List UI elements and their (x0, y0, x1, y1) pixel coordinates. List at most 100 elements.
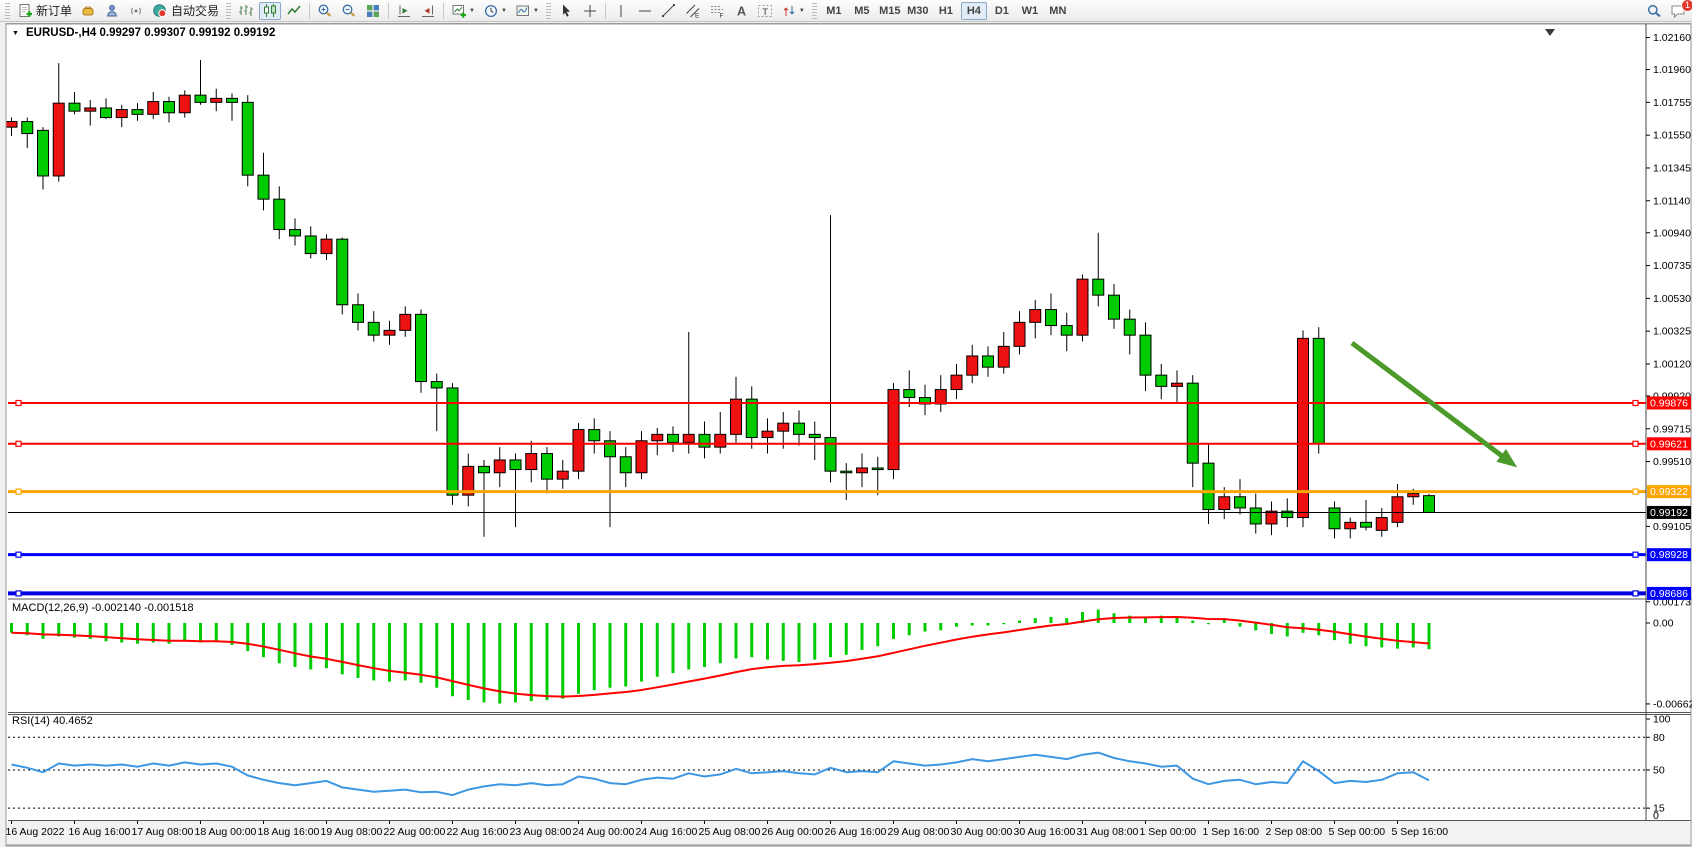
chart-title: EURUSD-,H4 0.99297 0.99307 0.99192 0.991… (26, 27, 275, 39)
linechart-icon (287, 5, 301, 14)
ohlc-bars-button[interactable] (235, 2, 257, 20)
rsi-axis[interactable]: 100 80 50 150 (1646, 714, 1671, 823)
tf-h1-button[interactable]: H1 (933, 2, 959, 20)
support-line-blue-2[interactable] (8, 590, 1646, 597)
svg-text:23 Aug 08:00: 23 Aug 08:00 (510, 826, 572, 838)
svg-text:0.99322: 0.99322 (1650, 486, 1688, 498)
svg-text:1.00940: 1.00940 (1653, 227, 1691, 239)
tf-m1-button[interactable]: M1 (821, 2, 847, 20)
macd-pane[interactable] (10, 609, 1431, 704)
expert-advisor-button[interactable] (101, 2, 123, 20)
svg-text:1.01960: 1.01960 (1653, 64, 1691, 76)
trend-arrow-annotation[interactable] (1350, 341, 1518, 468)
resistance-line-1[interactable] (8, 399, 1646, 407)
signal-button[interactable] (125, 2, 147, 20)
macd-label: MACD(12,26,9) -0.002140 -0.001518 (12, 602, 194, 614)
tf-m30-button[interactable]: M30 (905, 2, 931, 20)
tf-m15-button[interactable]: M15 (877, 2, 903, 20)
rsi-line (11, 751, 1430, 797)
date-axis[interactable]: 16 Aug 2022 16 Aug 16:00 17 Aug 08:00 18 Au… (6, 821, 1449, 838)
timeframe-label: M1 (826, 4, 842, 17)
timeframe-label: D1 (994, 4, 1009, 17)
timeframe-label: H4 (966, 4, 981, 17)
text-button[interactable]: A (730, 2, 752, 20)
chart-shift-marker[interactable] (1545, 29, 1555, 36)
svg-text:31 Aug 08:00: 31 Aug 08:00 (1077, 826, 1139, 838)
cursor-button[interactable] (555, 2, 577, 20)
fibonacci-button[interactable]: F (706, 2, 728, 20)
toolbar-grip[interactable] (226, 2, 232, 19)
bars-icon (239, 4, 253, 16)
horizontal-line-button[interactable] (634, 2, 656, 20)
toolbar-separator (388, 2, 390, 19)
tf-mn-button[interactable]: MN (1045, 2, 1071, 20)
svg-text:1.00325: 1.00325 (1653, 326, 1691, 338)
vertical-line-button[interactable] (610, 2, 632, 20)
button-label: 新订单 (36, 4, 73, 18)
support-line-orange[interactable] (8, 488, 1646, 495)
gold-tool-button[interactable] (77, 2, 99, 20)
svg-text:24 Aug 16:00: 24 Aug 16:00 (636, 826, 698, 838)
new-chart-button[interactable]: ▼ (448, 2, 478, 20)
toolbar-grip[interactable] (811, 2, 817, 19)
line-chart-button[interactable] (283, 2, 305, 20)
price-axis[interactable]: 1.02160 1.01960 1.01755 1.01550 1.01345 1.011… (1646, 32, 1691, 533)
zoom-in-button[interactable] (314, 2, 336, 20)
search-button[interactable] (1643, 2, 1665, 20)
text-label-button[interactable]: T (754, 2, 776, 20)
hline-objects[interactable] (8, 399, 1646, 597)
svg-text:EURUSD-,H4 0.99297 0.99307 0.9: EURUSD-,H4 0.99297 0.99307 0.99192 0.991… (26, 27, 275, 39)
toolbar-separator (604, 2, 606, 19)
template-button[interactable]: ▼ (512, 2, 542, 20)
svg-text:2 Sep 08:00: 2 Sep 08:00 (1266, 826, 1323, 838)
chat-button[interactable]: 1 (1667, 0, 1692, 20)
period-button[interactable]: ▼ (480, 2, 510, 20)
arrows-button[interactable]: ▼ (778, 2, 808, 20)
chevron-down-icon: ▼ (532, 7, 539, 14)
svg-text:0: 0 (1653, 810, 1659, 822)
texta-icon: A (737, 4, 746, 18)
auto-scroll-button[interactable] (393, 2, 415, 20)
toolbar-grip[interactable] (5, 2, 10, 19)
channel-button[interactable]: E (682, 2, 704, 20)
tf-m5-button[interactable]: M5 (849, 2, 875, 20)
svg-text:18 Aug 00:00: 18 Aug 00:00 (195, 826, 257, 838)
crosshair-button[interactable] (579, 2, 601, 20)
zoom-out-button[interactable] (338, 2, 360, 20)
svg-text:50: 50 (1653, 765, 1665, 777)
svg-text:100: 100 (1653, 714, 1671, 726)
rsi-pane[interactable] (8, 736, 1646, 809)
timeframe-label: W1 (1021, 4, 1039, 17)
toolbar-grip[interactable] (545, 2, 551, 19)
macd-signal-line (11, 616, 1430, 698)
svg-text:RSI(14) 40.4652: RSI(14) 40.4652 (12, 715, 93, 727)
candlestick-button[interactable] (259, 1, 282, 20)
tf-d1-button[interactable]: D1 (989, 2, 1015, 20)
notification-badge: 1 (1681, 0, 1692, 12)
support-line-blue-1[interactable] (8, 551, 1646, 558)
tf-w1-button[interactable]: W1 (1017, 2, 1043, 20)
svg-text:18 Aug 16:00: 18 Aug 16:00 (258, 826, 320, 838)
svg-text:5 Sep 16:00: 5 Sep 16:00 (1392, 826, 1449, 838)
timeframe-label: H1 (938, 4, 953, 17)
tile-windows-button[interactable] (362, 2, 384, 20)
trend-icon (661, 3, 675, 17)
svg-text:5 Sep 00:00: 5 Sep 00:00 (1329, 826, 1386, 838)
button-label: 自动交易 (171, 4, 220, 18)
chart-shift-button[interactable] (417, 2, 439, 20)
price-label-boxes: 0.99876 0.99621 0.99322 0.99192 0.98928 0.986… (1647, 396, 1691, 600)
tf-h4-button[interactable]: H4 (960, 1, 987, 20)
svg-text:1.00120: 1.00120 (1653, 358, 1691, 370)
trendline-button[interactable] (658, 2, 680, 20)
arrows-icon (783, 5, 795, 16)
auto-trading-button[interactable]: 自动交易 (149, 2, 222, 20)
new-order-button[interactable]: 新订单 (14, 2, 75, 20)
chart-area[interactable]: 1.02160 1.01960 1.01755 1.01550 1.01345 1.011… (0, 23, 1692, 847)
svg-text:0.99715: 0.99715 (1653, 423, 1691, 435)
gold-icon (82, 6, 94, 15)
resistance-line-2[interactable] (8, 440, 1646, 447)
autoscroll-icon (398, 5, 411, 17)
svg-text:22 Aug 16:00: 22 Aug 16:00 (447, 826, 509, 838)
svg-text:1.02160: 1.02160 (1653, 32, 1691, 44)
candles-icon (264, 3, 277, 17)
